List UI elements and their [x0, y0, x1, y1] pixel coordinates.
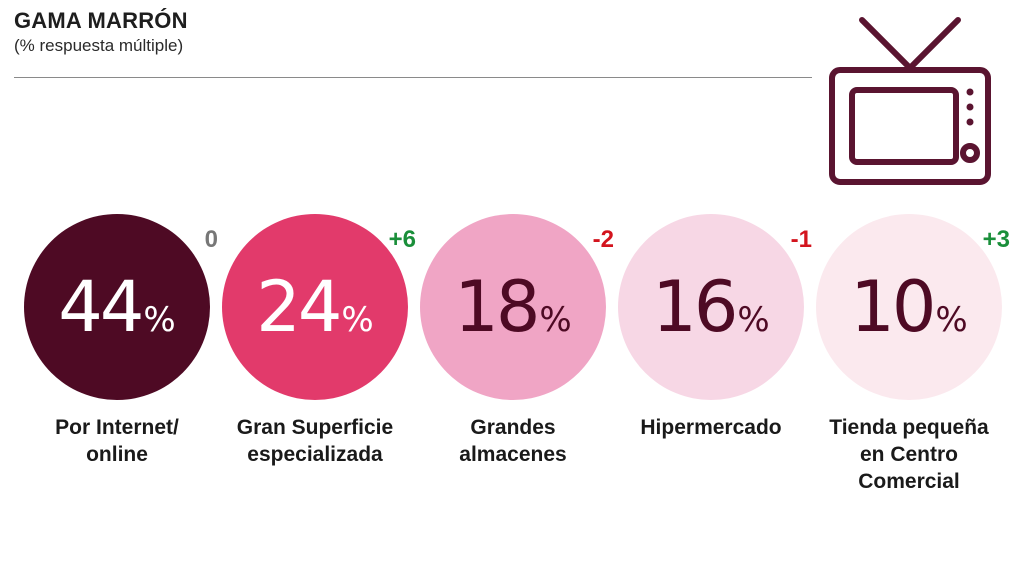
value-unit: %	[143, 300, 176, 340]
value-unit: %	[935, 300, 968, 340]
value-unit: %	[539, 300, 572, 340]
bubble-circle: 24%	[222, 214, 408, 400]
tv-icon	[829, 17, 991, 185]
bubble-item: 18% -2 Grandes almacenes	[420, 214, 614, 504]
category-label: Por Internet/ online	[55, 416, 179, 466]
category-label: Hipermercado	[640, 416, 782, 439]
percentage-value: 16%	[652, 272, 769, 342]
value-number: 10	[850, 266, 936, 348]
value-number: 44	[58, 266, 144, 348]
value-number: 16	[652, 266, 738, 348]
category-label: Gran Superficie especializada	[236, 416, 394, 466]
bubble-circle: 44%	[24, 214, 210, 400]
bubble-item: 10% +3 Tienda pequeña en Centro Comercial	[816, 214, 1010, 504]
bubble-item: 16% -1 Hipermercado	[618, 214, 812, 504]
percentage-value: 24%	[256, 272, 373, 342]
bubble-item: 44% 0 Por Internet/ online	[24, 214, 218, 504]
category-label: Grandes almacenes	[459, 416, 567, 466]
bubble-item: 24% +6 Gran Superficie especializada	[222, 214, 416, 504]
value-number: 24	[256, 266, 342, 348]
category-label: Tienda pequeña en Centro Comercial	[829, 416, 989, 493]
value-unit: %	[341, 300, 374, 340]
percentage-value: 10%	[850, 272, 967, 342]
percentage-value: 18%	[454, 272, 571, 342]
change-indicator: 0	[204, 226, 218, 253]
bubble-circle: 16%	[618, 214, 804, 400]
percentage-value: 44%	[58, 272, 175, 342]
change-indicator: -2	[592, 226, 614, 253]
change-indicator: +6	[388, 226, 416, 253]
chart-title: GAMA MARRÓN	[14, 8, 188, 33]
bubble-circle: 18%	[420, 214, 606, 400]
change-indicator: -1	[790, 226, 812, 253]
value-unit: %	[737, 300, 770, 340]
change-indicator: +3	[982, 226, 1010, 253]
title-rule	[14, 77, 812, 78]
value-number: 18	[454, 266, 540, 348]
chart-subtitle: (% respuesta múltiple)	[14, 36, 184, 55]
bubble-circle: 10%	[816, 214, 1002, 400]
